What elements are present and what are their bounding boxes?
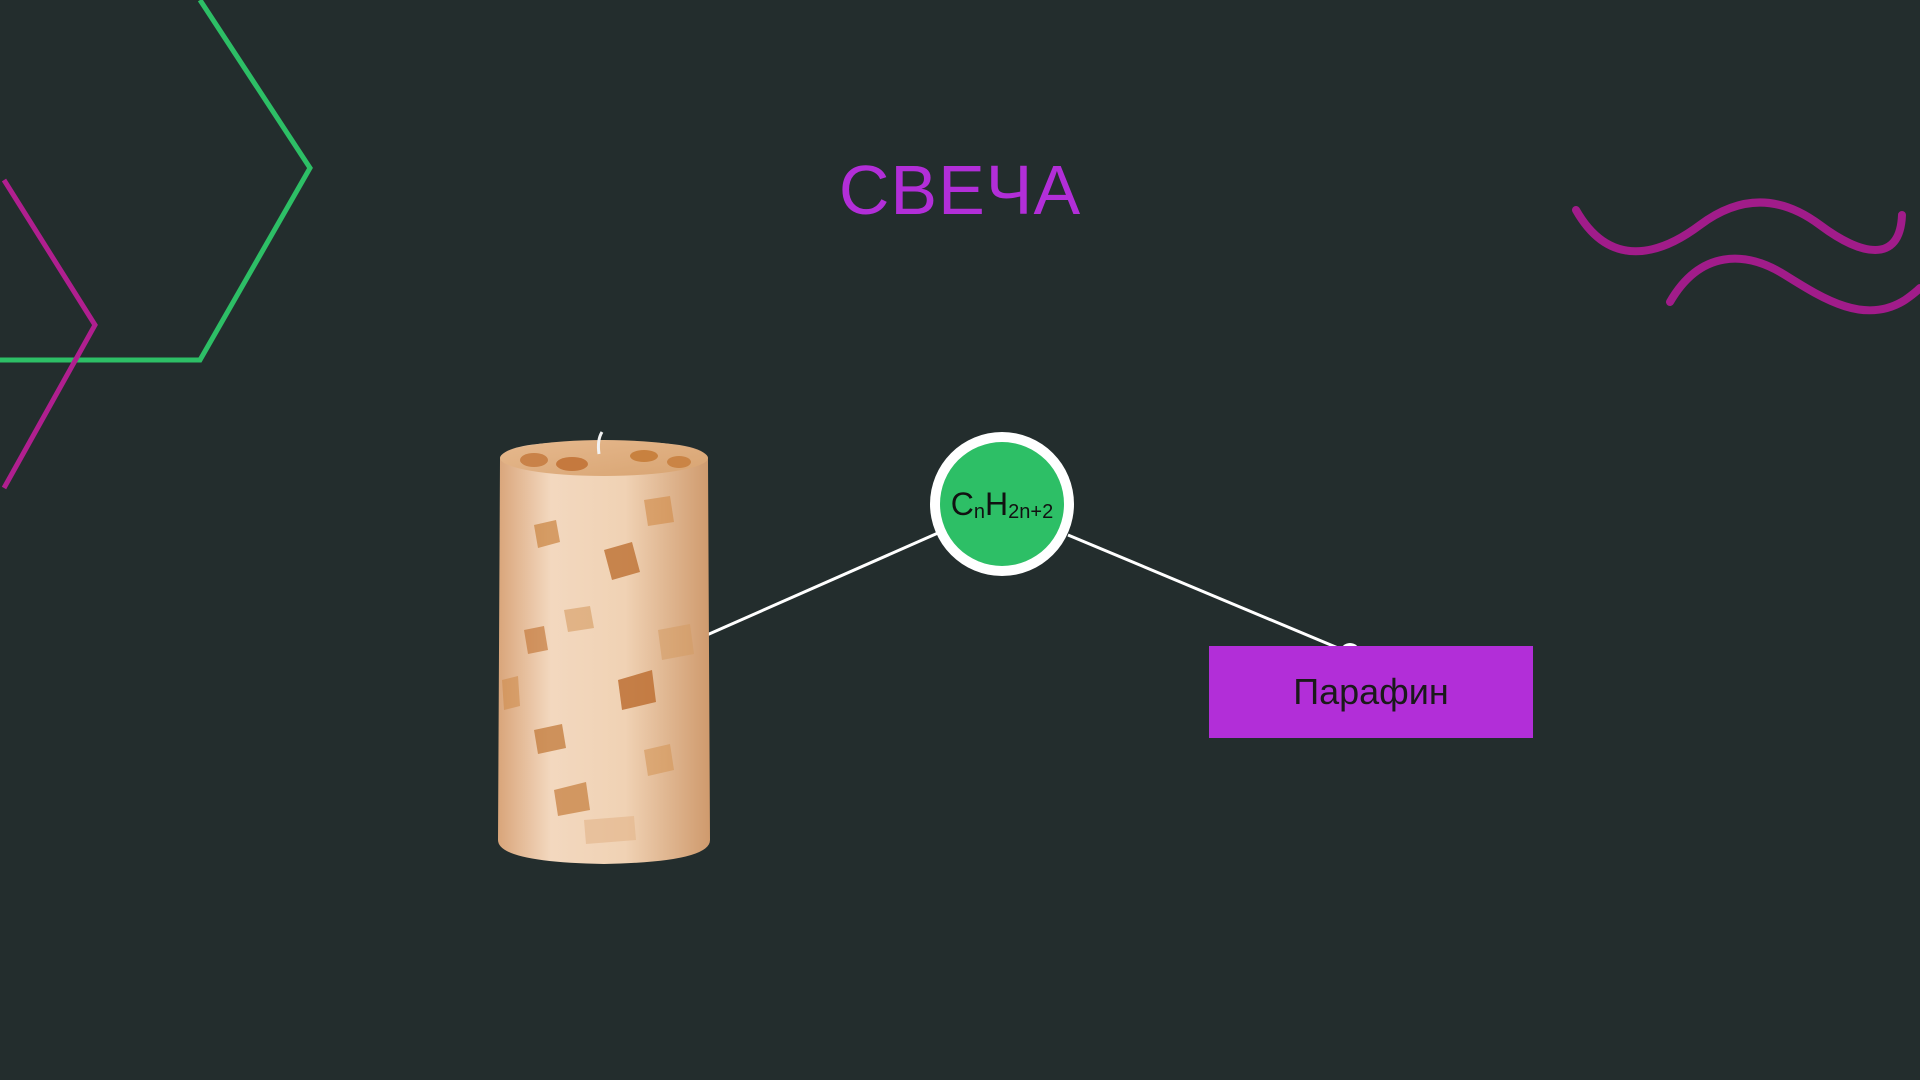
wave-line-decoration-bottom (1666, 254, 1920, 315)
chevron-outline-decoration (1, 178, 98, 490)
wave-line-decoration-top (1572, 198, 1906, 256)
formula-n-subscript: n (973, 500, 986, 523)
formula-h: H (985, 485, 1009, 522)
connector-formula-to-label (1067, 533, 1351, 655)
slide-title: СВЕЧА (838, 151, 1082, 229)
formula-c: C (950, 485, 974, 522)
paraffin-label: Парафин (1209, 646, 1533, 738)
connector-candle-to-formula (690, 531, 939, 644)
hexagon-outline-decoration (0, 0, 313, 363)
candle-illustration (494, 430, 714, 870)
formula-subscript: 2n+2 (1008, 500, 1054, 523)
candle-icon (498, 431, 710, 864)
